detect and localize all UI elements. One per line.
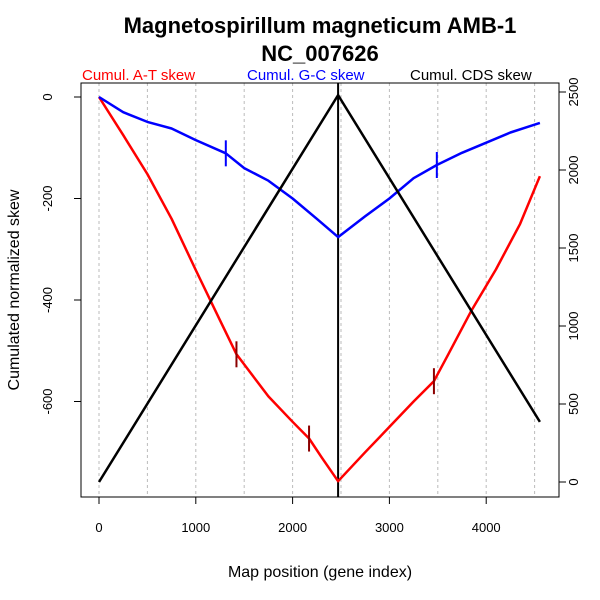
series-group [97, 83, 542, 497]
legend-gc-skew: Cumul. G-C skew [247, 67, 365, 84]
chart-title: Magnetospirillum magneticum AMB-1 [124, 13, 517, 38]
y-axis-label: Cumulated normalized skew [6, 189, 23, 390]
y-tick-label: 0 [40, 93, 55, 100]
grid-lines [98, 83, 536, 497]
y2-tick-label: 2000 [566, 156, 581, 185]
y-tick-label: -400 [40, 287, 55, 313]
y-tick-label: -200 [40, 185, 55, 211]
y2-tick-label: 0 [566, 478, 581, 485]
chart-subtitle: NC_007626 [261, 41, 378, 66]
legend-at-skew: Cumul. A-T skew [82, 67, 195, 84]
x-axis-label: Map position (gene index) [228, 564, 412, 581]
series-line-at-skew [97, 96, 542, 483]
y2-tick-label: 1500 [566, 234, 581, 263]
marker-group [224, 140, 438, 452]
y2-tick-label: 1000 [566, 312, 581, 341]
legend-cds-skew: Cumul. CDS skew [410, 67, 532, 84]
y2-tick-label: 500 [566, 393, 581, 415]
x-tick-label: 0 [95, 520, 102, 535]
series-line-cds-skew [97, 93, 541, 483]
x-tick-label: 4000 [472, 520, 501, 535]
plot-frame [80, 82, 560, 498]
x-tick-label: 3000 [375, 520, 404, 535]
series-line-gc-skew [98, 95, 541, 239]
y-tick-label: -600 [40, 388, 55, 414]
x-tick-label: 1000 [181, 520, 210, 535]
y2-tick-label: 2500 [566, 78, 581, 107]
x-tick-label: 2000 [278, 520, 307, 535]
axes-group: 0 1000 2000 3000 4000 0 -200 -400 -600 0 500 1000 15… [40, 78, 581, 535]
